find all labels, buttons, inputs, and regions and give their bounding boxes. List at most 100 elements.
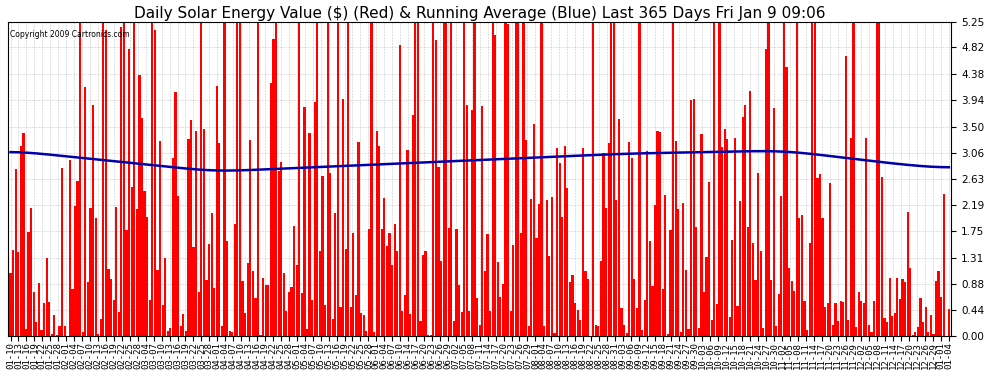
Bar — [205, 280, 208, 336]
Bar — [203, 129, 205, 336]
Bar — [123, 22, 125, 336]
Bar — [648, 240, 651, 336]
Bar — [126, 230, 128, 336]
Title: Daily Solar Energy Value ($) (Red) & Running Average (Blue) Last 365 Days Fri Ja: Daily Solar Energy Value ($) (Red) & Run… — [134, 6, 826, 21]
Bar — [443, 22, 445, 336]
Bar — [218, 143, 221, 336]
Bar — [458, 285, 460, 336]
Bar — [53, 315, 55, 336]
Bar — [195, 131, 197, 336]
Bar — [272, 39, 274, 336]
Bar — [115, 207, 118, 336]
Bar — [531, 200, 533, 336]
Bar — [661, 289, 664, 336]
Bar — [55, 334, 58, 336]
Bar — [664, 195, 666, 336]
Bar — [737, 306, 739, 336]
Bar — [237, 22, 239, 336]
Bar — [460, 312, 462, 336]
Bar — [128, 49, 131, 336]
Bar — [639, 22, 641, 336]
Bar — [134, 22, 136, 336]
Bar — [259, 335, 261, 336]
Bar — [399, 45, 401, 336]
Bar — [891, 316, 893, 336]
Bar — [370, 22, 372, 336]
Bar — [87, 282, 89, 336]
Bar — [608, 143, 610, 336]
Bar — [544, 326, 545, 336]
Bar — [481, 106, 483, 336]
Bar — [935, 281, 938, 336]
Bar — [899, 299, 901, 336]
Bar — [713, 22, 716, 336]
Bar — [174, 92, 176, 336]
Bar — [775, 326, 777, 336]
Bar — [417, 22, 419, 336]
Bar — [695, 227, 697, 336]
Bar — [352, 233, 354, 336]
Bar — [440, 261, 443, 336]
Bar — [254, 298, 256, 336]
Bar — [886, 322, 888, 336]
Bar — [764, 49, 767, 336]
Bar — [525, 140, 528, 336]
Bar — [576, 310, 579, 336]
Bar — [247, 263, 248, 336]
Bar — [837, 321, 840, 336]
Bar — [452, 321, 455, 336]
Bar — [375, 131, 378, 336]
Bar — [888, 278, 891, 336]
Bar — [827, 303, 829, 336]
Bar — [46, 258, 48, 336]
Bar — [264, 285, 267, 336]
Bar — [545, 200, 547, 336]
Bar — [340, 307, 342, 336]
Bar — [198, 292, 200, 336]
Bar — [185, 331, 187, 336]
Bar — [659, 132, 661, 336]
Bar — [49, 302, 50, 336]
Bar — [636, 308, 639, 336]
Bar — [151, 22, 153, 336]
Bar — [600, 261, 602, 336]
Bar — [105, 30, 107, 336]
Bar — [455, 230, 457, 336]
Bar — [700, 134, 703, 336]
Bar — [244, 314, 247, 336]
Bar — [862, 303, 865, 336]
Bar — [362, 315, 364, 336]
Bar — [788, 268, 790, 336]
Bar — [930, 315, 932, 336]
Bar — [118, 312, 120, 336]
Bar — [925, 306, 927, 336]
Bar — [523, 22, 525, 336]
Bar — [772, 108, 775, 336]
Bar — [275, 22, 277, 336]
Bar — [169, 328, 171, 336]
Bar — [12, 251, 14, 336]
Bar — [512, 245, 515, 336]
Bar — [940, 297, 942, 336]
Bar — [63, 326, 65, 336]
Bar — [835, 303, 837, 336]
Bar — [912, 334, 914, 336]
Bar — [618, 118, 620, 336]
Bar — [855, 327, 857, 336]
Bar — [38, 283, 40, 336]
Bar — [502, 284, 504, 336]
Bar — [92, 105, 94, 336]
Bar — [391, 266, 393, 336]
Bar — [100, 319, 102, 336]
Bar — [644, 300, 645, 336]
Bar — [667, 334, 669, 336]
Bar — [822, 217, 824, 336]
Bar — [257, 22, 259, 336]
Bar — [365, 331, 367, 336]
Bar — [778, 294, 780, 336]
Bar — [690, 100, 692, 336]
Bar — [687, 329, 690, 336]
Bar — [917, 327, 919, 336]
Bar — [536, 237, 538, 336]
Bar — [242, 281, 244, 336]
